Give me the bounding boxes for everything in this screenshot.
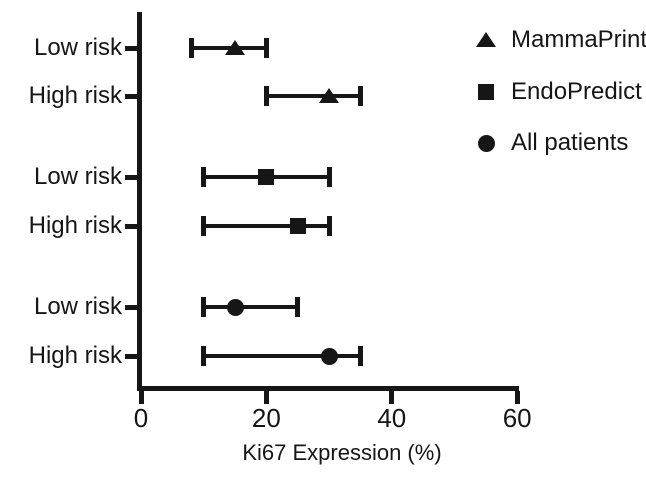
legend-marker-circle (477, 134, 495, 152)
error-bar-cap-low (201, 297, 207, 317)
marker-square (258, 169, 275, 185)
y-tick (125, 223, 138, 229)
y-tick (125, 304, 138, 310)
error-bar-cap-high (357, 346, 363, 366)
x-tick-label: 60 (502, 403, 532, 433)
error-bar-cap-low (188, 38, 194, 58)
error-bar-cap-high (357, 86, 363, 106)
legend-label: MammaPrint (511, 26, 646, 53)
marker-triangle (319, 88, 340, 103)
y-tick (125, 174, 138, 180)
legend-marker-square (478, 84, 494, 100)
x-axis-line (137, 386, 519, 391)
marker-triangle (225, 40, 246, 55)
row-label: High risk (28, 82, 122, 109)
row-label: High risk (28, 212, 122, 239)
row-label: Low risk (33, 34, 122, 61)
error-bar-cap-high (326, 167, 332, 187)
error-bar (203, 305, 298, 309)
marker-square (289, 218, 306, 234)
error-bar (266, 94, 361, 98)
x-tick (138, 391, 144, 404)
x-axis-title: Ki67 Expression (%) (242, 440, 442, 465)
y-axis-line (137, 12, 142, 391)
x-tick (514, 391, 520, 404)
y-tick (125, 353, 138, 359)
error-bar-cap-high (295, 297, 301, 317)
error-bar-cap-high (326, 216, 332, 236)
legend-marker-triangle (476, 32, 496, 47)
x-tick (263, 391, 269, 404)
error-bar-cap-low (201, 346, 207, 366)
error-bar-cap-low (201, 167, 207, 187)
row-label: Low risk (33, 293, 122, 320)
row-label: Low risk (33, 163, 122, 190)
y-tick (125, 45, 138, 51)
error-bar (203, 224, 330, 228)
marker-circle (320, 347, 338, 365)
marker-circle (226, 298, 244, 316)
x-tick-label: 40 (377, 403, 407, 433)
row-label: High risk (28, 342, 122, 369)
legend-label: All patients (511, 129, 629, 156)
error-bar (203, 354, 361, 358)
x-tick (389, 391, 395, 404)
error-bar-cap-high (263, 38, 269, 58)
error-bar-cap-low (263, 86, 269, 106)
legend-label: EndoPredict (511, 78, 642, 105)
x-tick-label: 0 (133, 403, 149, 433)
error-bar-cap-low (201, 216, 207, 236)
y-tick (125, 93, 138, 99)
x-tick-label: 20 (251, 403, 281, 433)
